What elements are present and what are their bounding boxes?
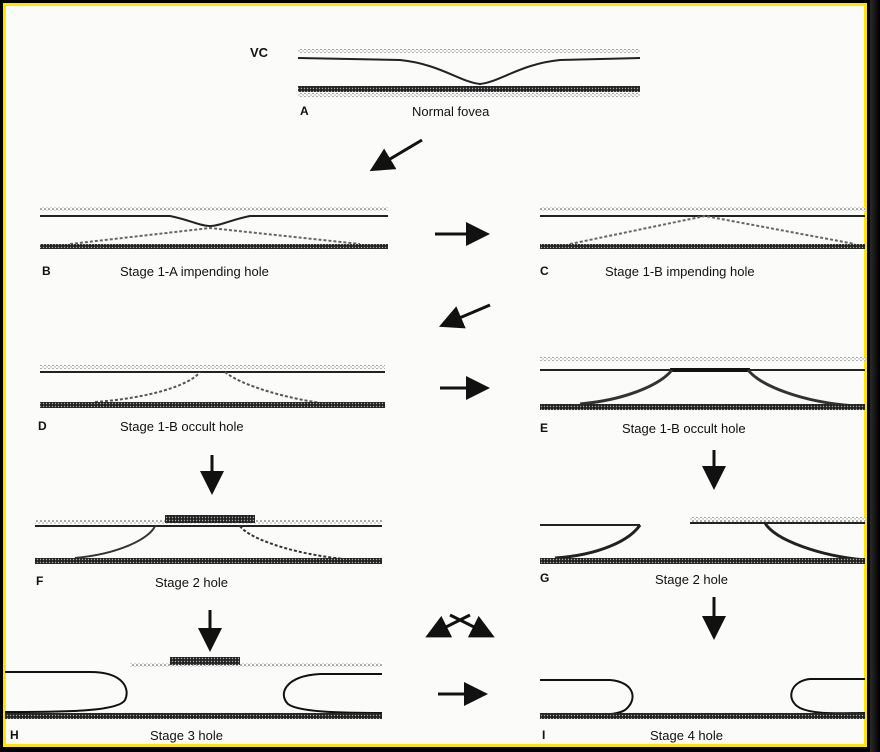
- vitreous-cortex-band: [40, 365, 385, 369]
- panel-letter-b: B: [42, 264, 51, 278]
- panel-letter-f: F: [36, 574, 44, 588]
- vitreous-cortex-band: [298, 49, 640, 53]
- panel-letter-g: G: [540, 571, 550, 585]
- operculum-plug: [670, 368, 750, 372]
- foveal-pseudocyst-outline: [569, 214, 856, 245]
- hole-edge-left: [539, 679, 634, 717]
- transition-arrows: [198, 138, 726, 706]
- crossed-arrows-icon: [425, 613, 495, 638]
- vitreous-cortex-band: [540, 357, 865, 361]
- foveal-pseudocyst-outline: [69, 226, 361, 245]
- rpe-layer: [540, 404, 865, 410]
- panel-letter-i: I: [542, 728, 546, 742]
- hole-edge-right: [224, 371, 331, 405]
- hole-edge-left: [94, 371, 201, 403]
- panel-caption-e: Stage 1-B occult hole: [622, 421, 746, 436]
- panel-d-drawing: [40, 365, 385, 408]
- hole-edge-left: [4, 671, 128, 713]
- panel-c-drawing: [540, 207, 865, 249]
- rpe-layer: [540, 713, 865, 719]
- hole-edge-left: [74, 525, 156, 559]
- panel-h-drawing: [4, 657, 383, 719]
- arrow-down-left-icon: [438, 303, 491, 329]
- rpe-layer: [5, 713, 382, 719]
- retinal-surface: [297, 57, 641, 86]
- retinal-surface: [540, 522, 865, 526]
- rpe-layer: [40, 244, 388, 249]
- panel-e-drawing: [540, 357, 865, 410]
- rpe-layer: [40, 402, 385, 408]
- hole-edge-right: [239, 525, 356, 561]
- vitreous-cortex-band: [690, 517, 865, 522]
- retinal-surface: [40, 215, 388, 228]
- panel-letter-h: H: [10, 728, 19, 742]
- panel-g-drawing: [540, 517, 866, 564]
- vitreous-cortex-band: [40, 207, 388, 211]
- vitreous-cortex-band: [540, 207, 865, 211]
- page-edge: [870, 0, 880, 752]
- panel-caption-h: Stage 3 hole: [150, 728, 224, 743]
- vitreous-cortex-label: VC: [250, 45, 269, 60]
- panel-caption-a: Normal fovea: [412, 104, 490, 119]
- choroid-layer: [298, 93, 640, 97]
- rpe-layer: [540, 244, 865, 249]
- panel-caption-d: Stage 1-B occult hole: [120, 419, 244, 434]
- panel-letter-d: D: [38, 419, 47, 433]
- panel-caption-f: Stage 2 hole: [155, 575, 229, 590]
- panel-letter-e: E: [540, 421, 549, 435]
- panel-caption-g: Stage 2 hole: [655, 572, 729, 587]
- panel-letter-a: A: [300, 104, 309, 118]
- panel-f-drawing: [35, 515, 382, 564]
- hole-edge-right: [790, 678, 866, 715]
- hole-edge-right: [746, 369, 856, 408]
- rpe-layer: [298, 86, 640, 92]
- arrow-down-left-icon: [369, 138, 423, 172]
- panel-b-drawing: [40, 207, 388, 249]
- panel-caption-b: Stage 1-A impending hole: [120, 264, 269, 279]
- hole-edge-left: [579, 369, 674, 406]
- rpe-layer: [540, 558, 865, 564]
- rpe-layer: [35, 558, 382, 564]
- panel-caption-i: Stage 4 hole: [650, 728, 724, 743]
- hole-edge-right: [282, 673, 383, 714]
- panel-letter-c: C: [540, 264, 549, 278]
- panel-i-drawing: [539, 678, 866, 719]
- hole-edge-left: [554, 524, 642, 560]
- panel-a-drawing: [297, 49, 641, 97]
- hole-edge-right: [763, 522, 866, 562]
- operculum-plug: [170, 657, 240, 665]
- operculum-plug: [165, 515, 255, 523]
- panel-caption-c: Stage 1-B impending hole: [605, 264, 755, 279]
- vitreous-cortex-band: [130, 663, 382, 667]
